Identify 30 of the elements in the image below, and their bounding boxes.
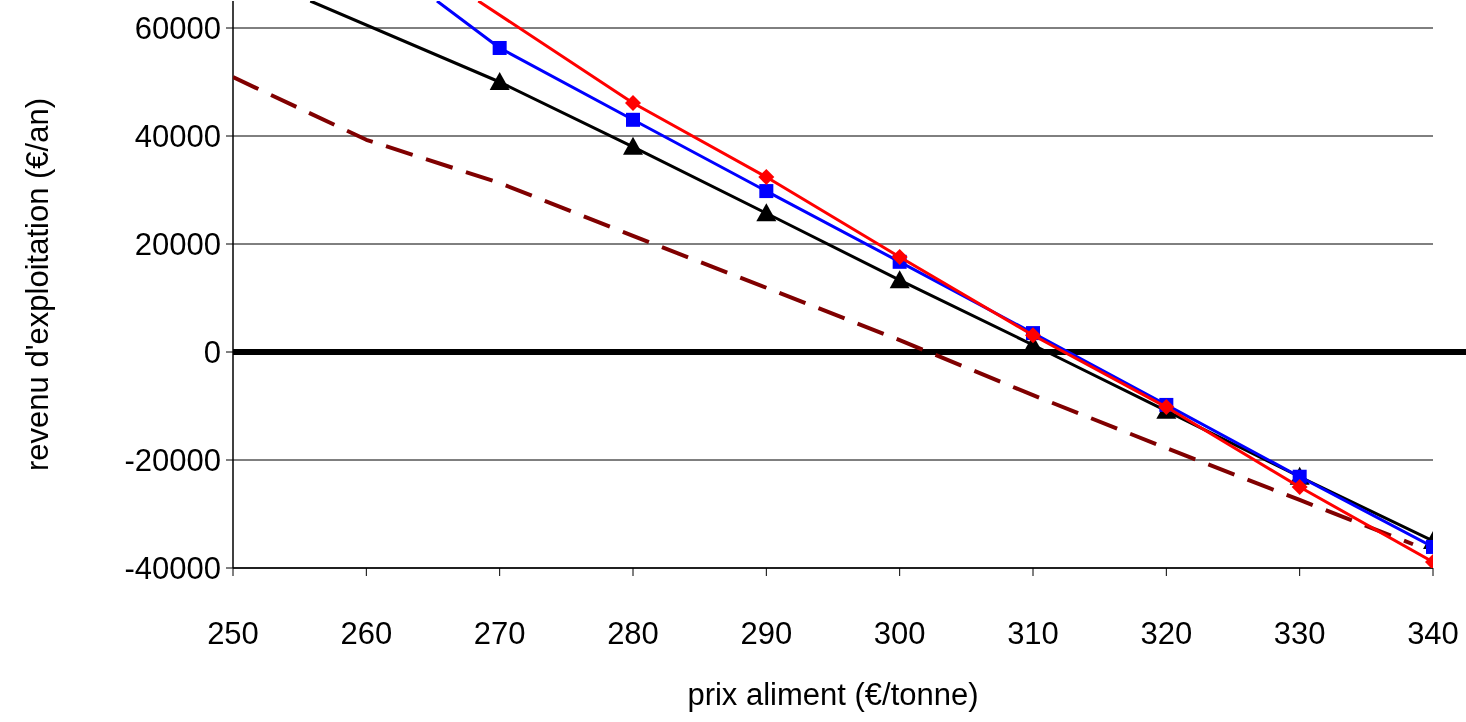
y-tick-label: 40000 (134, 119, 221, 154)
point (759, 184, 774, 199)
x-tick-label: 340 (1407, 616, 1459, 651)
point (626, 112, 640, 127)
x-tick-label: 300 (873, 616, 926, 651)
x-tick-label: 310 (1007, 616, 1059, 651)
x-tick-label: 270 (473, 616, 526, 651)
y-tick-label: 0 (203, 335, 221, 370)
point (489, 72, 510, 90)
x-axis-title: prix aliment (€/tonne) (687, 677, 979, 712)
point (492, 40, 507, 55)
y-tick-label: -40000 (124, 551, 221, 586)
x-tick-label: 290 (740, 616, 793, 651)
x-tick-label: 280 (607, 616, 659, 651)
y-axis-title: revenu d'exploitation (€/an) (20, 98, 55, 471)
x-tick-label: 250 (207, 616, 259, 651)
x-tick-label: 330 (1273, 616, 1326, 651)
point (889, 270, 910, 289)
y-tick-label: 60000 (134, 11, 221, 46)
x-tick-label: 260 (340, 616, 393, 651)
y-tick-label: 20000 (134, 227, 221, 262)
point (891, 248, 908, 265)
y-tick-label: -20000 (124, 443, 221, 478)
x-tick-label: 320 (1140, 616, 1193, 651)
point (623, 136, 643, 155)
point (758, 169, 775, 186)
point (756, 203, 777, 222)
point (1291, 479, 1308, 495)
line-series (233, 75, 1415, 547)
point (625, 95, 641, 112)
